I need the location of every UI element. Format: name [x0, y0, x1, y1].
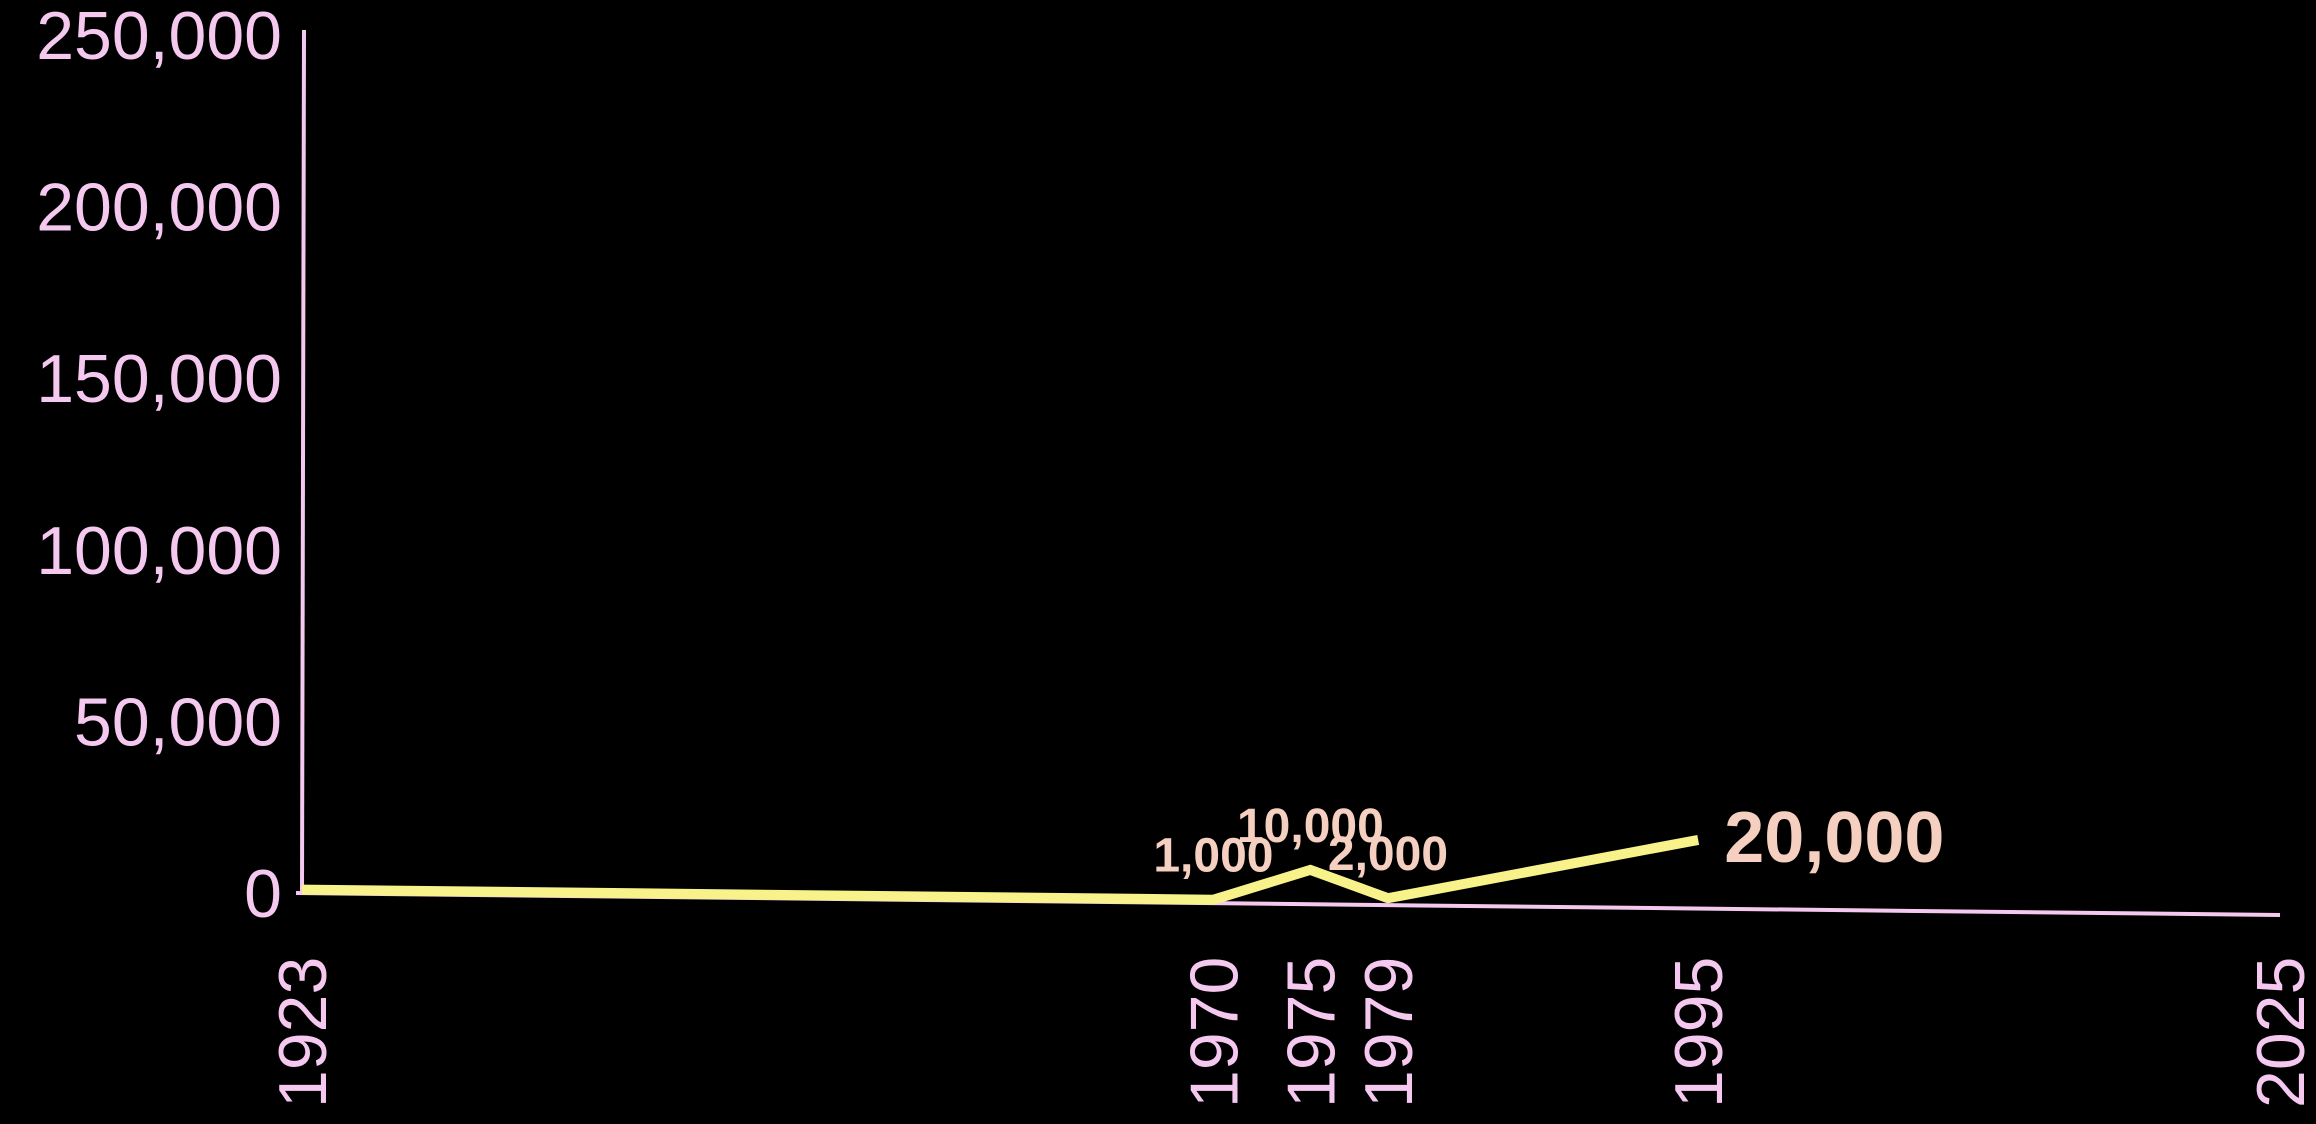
- y-tick-label: 200,000: [36, 170, 282, 246]
- y-tick-label: 100,000: [36, 513, 282, 589]
- chart-series: [301, 834, 1700, 905]
- data-label: 10,000: [1237, 800, 1384, 853]
- y-axis-line: [300, 29, 306, 894]
- y-axis-ticks: 0 50,000 100,000 150,000 200,000 250,000: [36, 0, 282, 932]
- y-tick-label: 250,000: [36, 0, 282, 74]
- x-tick-label: 1975: [1273, 957, 1349, 1108]
- data-label: 20,000: [1724, 798, 1944, 878]
- x-tick-label: 2025: [2243, 957, 2316, 1108]
- x-tick-label: 1979: [1351, 957, 1427, 1108]
- x-tick-label: 1995: [1661, 957, 1737, 1108]
- x-tick-label: 1970: [1176, 957, 1252, 1108]
- y-tick-label: 0: [244, 856, 282, 932]
- chart-axes: [295, 29, 2281, 917]
- data-label: 2,000: [1328, 828, 1448, 881]
- series-line: [301, 834, 1700, 905]
- x-axis-ticks: 1923 1970 1975 1979 1995 2025: [265, 957, 2316, 1108]
- x-tick-label: 1923: [265, 957, 341, 1108]
- y-tick-label: 50,000: [74, 684, 282, 760]
- data-label: 1,000: [1153, 830, 1273, 883]
- y-tick-label: 150,000: [36, 341, 282, 417]
